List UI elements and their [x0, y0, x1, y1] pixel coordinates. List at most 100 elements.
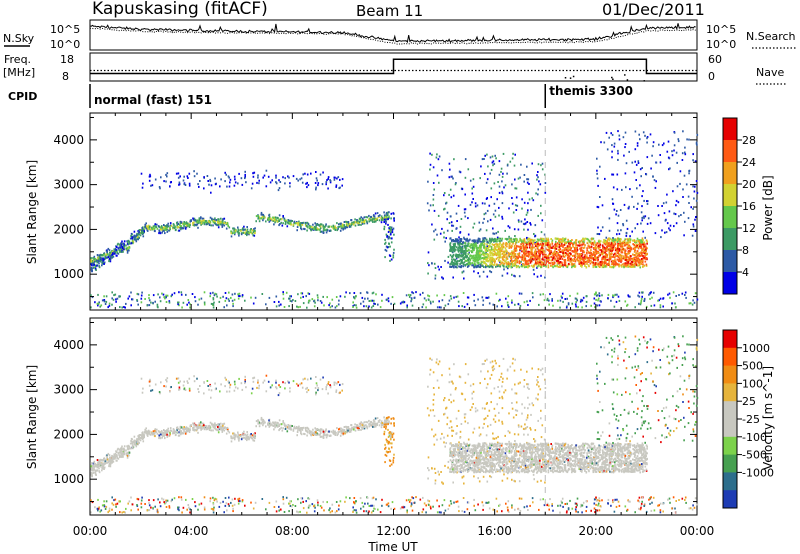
power-cell — [669, 167, 671, 170]
power-cell — [459, 247, 461, 250]
power-cell — [317, 184, 319, 187]
power-cell — [383, 225, 386, 228]
power-cell — [329, 179, 331, 182]
power-cell — [595, 294, 598, 297]
power-cell — [524, 242, 527, 245]
power-cell — [148, 179, 151, 182]
power-cell — [640, 222, 642, 225]
power-cell — [367, 297, 369, 300]
power-cell — [635, 244, 637, 247]
power-cell — [471, 251, 474, 254]
power-cell — [568, 248, 571, 251]
power-cell — [492, 254, 495, 257]
power-cell — [187, 224, 189, 227]
power-cell — [501, 175, 504, 178]
power-cell — [111, 252, 114, 255]
power-cell — [375, 220, 377, 223]
power-cell — [611, 198, 614, 201]
power-cell — [227, 225, 229, 227]
power-cell — [563, 260, 566, 263]
power-cell — [91, 296, 94, 299]
power-cell — [527, 260, 529, 263]
power-cell — [95, 269, 97, 271]
power-cell — [111, 303, 113, 306]
power-cell — [551, 258, 554, 261]
power-cell — [390, 302, 392, 305]
power-cell — [309, 226, 311, 229]
power-colorbar-tick-label: 24 — [742, 156, 756, 169]
power-cell — [567, 302, 570, 305]
power-cell — [499, 242, 501, 245]
power-cell — [282, 215, 284, 217]
power-cell — [545, 240, 548, 242]
power-cell — [484, 258, 487, 261]
power-cell — [264, 216, 266, 219]
power-cell — [579, 263, 582, 266]
power-cell — [177, 301, 180, 304]
power-cell — [325, 181, 328, 184]
power-cell — [225, 227, 228, 230]
power-cell — [630, 248, 633, 251]
power-cell — [533, 263, 536, 266]
power-cell — [292, 299, 294, 301]
power-cell — [334, 306, 337, 309]
power-cell — [589, 251, 592, 254]
power-cell — [453, 158, 455, 161]
power-cell — [535, 250, 538, 253]
power-cell — [141, 229, 143, 232]
power-cell — [485, 252, 488, 255]
power-cell — [536, 275, 539, 278]
power-cell — [601, 226, 604, 229]
power-cell — [551, 252, 554, 255]
power-cell — [305, 224, 307, 227]
power-cell — [616, 255, 619, 258]
power-cell — [118, 246, 120, 249]
power-cell — [624, 172, 627, 175]
power-cell — [567, 249, 569, 252]
power-cell — [146, 304, 149, 307]
power-cell — [471, 264, 473, 267]
power-cell — [429, 204, 432, 207]
power-cell — [495, 252, 498, 255]
power-cell — [599, 246, 601, 249]
power-cell — [506, 257, 509, 260]
power-cell — [585, 295, 588, 298]
power-cell — [641, 167, 643, 169]
power-cell — [227, 298, 230, 301]
power-cell — [605, 246, 608, 249]
power-cell — [583, 258, 586, 261]
power-cell — [695, 216, 697, 218]
power-cell — [562, 300, 564, 303]
power-cell — [354, 221, 357, 224]
power-cell — [616, 247, 619, 250]
power-cell — [504, 250, 507, 253]
power-cell — [640, 239, 643, 242]
power-cell — [541, 258, 543, 261]
power-cell — [573, 248, 576, 251]
power-cell — [511, 183, 513, 186]
power-cell — [599, 263, 601, 266]
power-cell — [313, 227, 315, 230]
power-cell — [644, 215, 647, 218]
power-cell — [458, 236, 460, 239]
power-cell — [559, 248, 562, 251]
power-cell — [508, 226, 511, 229]
power-cell — [515, 266, 518, 269]
power-cell — [177, 303, 179, 306]
power-cell — [546, 297, 549, 300]
power-cell — [113, 248, 115, 251]
power-cell — [644, 253, 647, 255]
power-cell — [457, 255, 459, 258]
power-cell — [555, 265, 558, 267]
power-cell — [614, 252, 617, 255]
power-cell — [361, 221, 363, 224]
power-cell — [643, 245, 645, 248]
power-cell — [490, 254, 492, 257]
power-cell — [645, 250, 647, 253]
power-cell — [620, 255, 622, 258]
power-cell — [515, 247, 518, 250]
power-cell — [461, 305, 463, 308]
power-cell — [501, 192, 504, 195]
power-cell — [580, 243, 582, 246]
power-cell — [496, 238, 499, 241]
